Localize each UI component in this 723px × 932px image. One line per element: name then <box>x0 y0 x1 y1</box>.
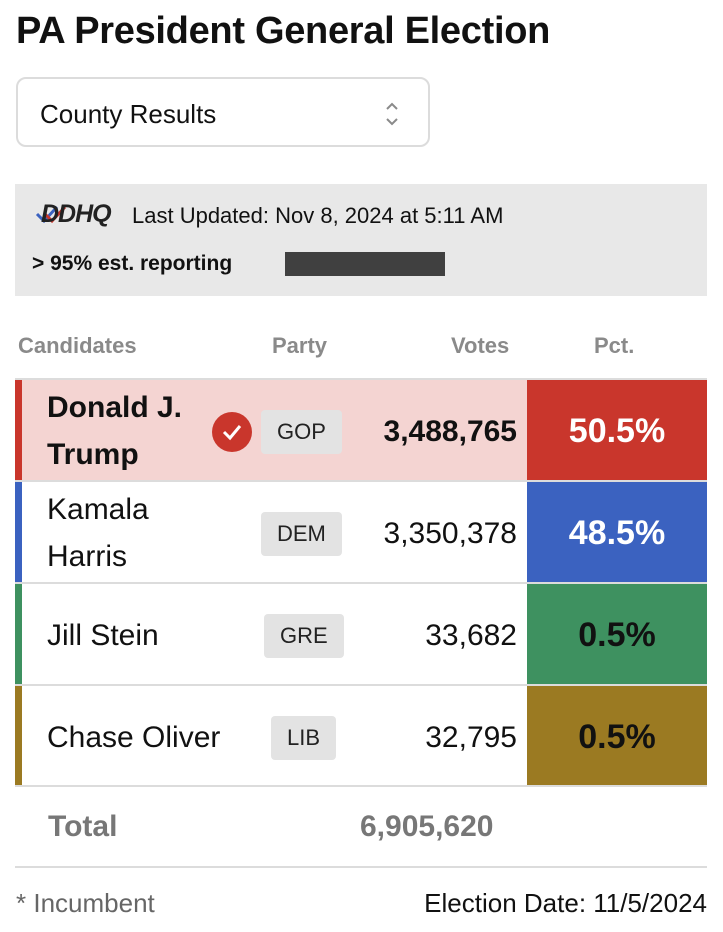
vote-count: 33,682 <box>425 619 517 652</box>
total-votes: 6,905,620 <box>360 810 494 843</box>
percent-cell: 0.5% <box>527 584 707 685</box>
party-stripe <box>15 584 22 685</box>
percent-cell: 50.5% <box>527 380 707 481</box>
logo-text: DDHQ <box>41 200 112 228</box>
results-type-select[interactable]: County Results <box>16 77 430 147</box>
vote-count: 3,350,378 <box>383 517 517 550</box>
candidate-name: Jill Stein <box>47 619 159 652</box>
page-title: PA President General Election <box>16 10 551 52</box>
header-party: Party <box>272 333 328 358</box>
percent-cell: 48.5% <box>527 482 707 583</box>
party-stripe <box>15 482 22 583</box>
party-badge: DEM <box>261 512 342 556</box>
divider <box>15 866 707 868</box>
check-circle-icon <box>212 412 252 452</box>
incumbent-note: * Incumbent <box>16 888 155 918</box>
reporting-status: > 95% est. reporting <box>32 252 233 275</box>
total-label: Total <box>48 810 118 843</box>
party-badge: GOP <box>261 410 342 454</box>
table-row: Donald J. Trump GOP 3,488,765 50.5% <box>15 378 707 481</box>
redacted-bar <box>285 252 445 276</box>
candidate-name: Chase Oliver <box>47 721 221 754</box>
chevron-up-down-icon <box>386 102 398 126</box>
party-badge: GRE <box>264 614 344 658</box>
last-updated: Last Updated: Nov 8, 2024 at 5:11 AM <box>132 203 504 228</box>
header-votes: Votes <box>451 333 510 358</box>
select-value: County Results <box>40 99 217 129</box>
vote-count: 3,488,765 <box>383 415 517 448</box>
info-panel: DDHQ Last Updated: Nov 8, 2024 at 5:11 A… <box>15 184 707 296</box>
vote-count: 32,795 <box>425 721 517 754</box>
ddhq-logo: DDHQ <box>35 200 117 230</box>
candidate-name: Donald J. Trump <box>47 391 183 471</box>
table-row: Kamala Harris DEM 3,350,378 48.5% <box>15 480 707 583</box>
candidate-name: Kamala Harris <box>47 493 149 573</box>
party-stripe <box>15 686 22 785</box>
header-pct: Pct. <box>594 333 635 358</box>
party-badge: LIB <box>271 716 337 760</box>
percent-cell: 0.5% <box>527 686 707 785</box>
header-candidates: Candidates <box>18 333 137 358</box>
election-date: Election Date: 11/5/2024 <box>424 888 707 918</box>
table-row: Jill Stein GRE 33,682 0.5% <box>15 582 707 685</box>
party-stripe <box>15 380 22 481</box>
table-row: Chase Oliver LIB 32,795 0.5% <box>15 684 707 787</box>
